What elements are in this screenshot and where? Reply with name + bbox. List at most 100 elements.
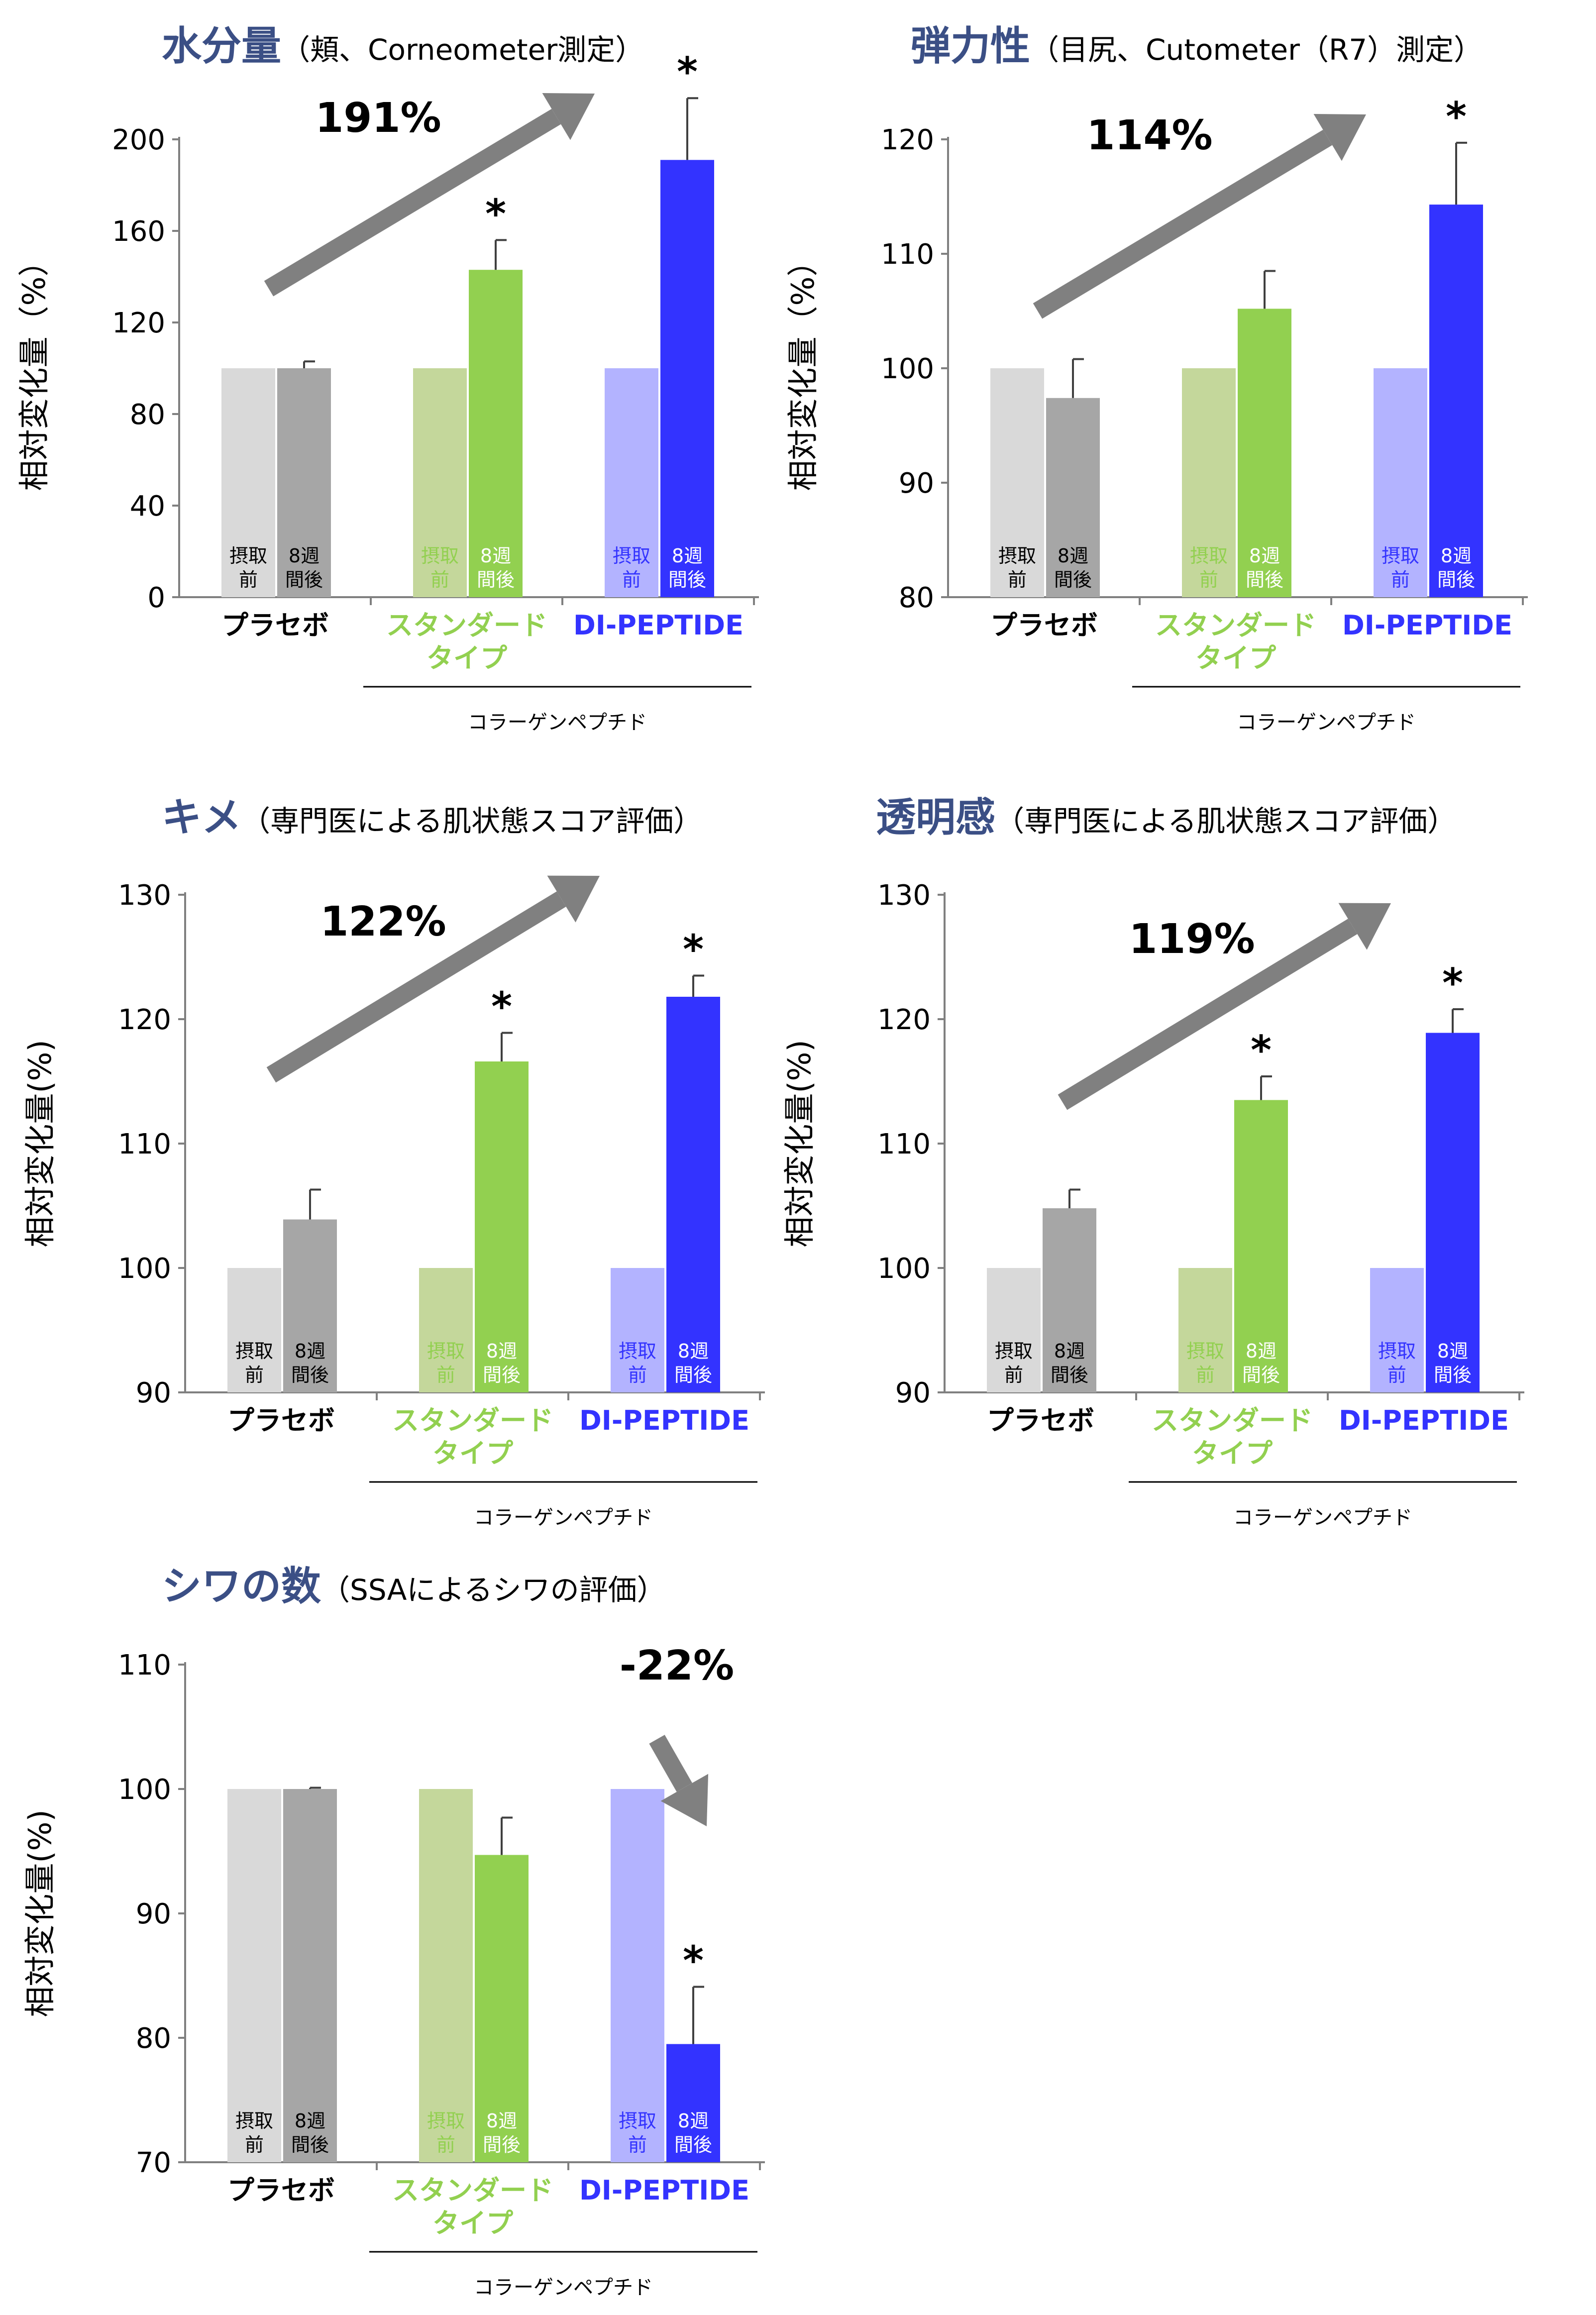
significance-mark: * — [683, 1938, 704, 1984]
trend-arrow-shaft — [649, 1735, 692, 1792]
chart-panel-5: シワの数（SSAによるシワの評価） 70 80 90 100 110 相対変化量(%) 摂取前… — [22, 1563, 765, 2299]
bar-label-before: 摂取前 — [1382, 545, 1419, 591]
x-category-label: DI-PEPTIDE — [1342, 610, 1512, 641]
trend-arrow-head — [1313, 114, 1366, 161]
group-footer-label: コラーゲンペプチド — [474, 1506, 653, 1529]
trend-arrow-head — [547, 875, 600, 923]
x-category-label: スタンダードタイプ — [386, 610, 547, 674]
chart-title-main: 透明感 — [876, 794, 995, 841]
y-tick-label: 100 — [118, 1253, 171, 1285]
bar-label-after: 8週間後 — [285, 545, 323, 591]
bar-label-after: 8週間後 — [1434, 1340, 1472, 1386]
y-tick-label: 110 — [881, 238, 934, 271]
y-tick-label: 90 — [899, 467, 934, 500]
group-footer-label: コラーゲンペプチド — [474, 2276, 653, 2299]
y-tick-label: 90 — [136, 1898, 171, 1930]
bar-label-before: 摂取前 — [619, 1340, 656, 1386]
change-annotation: 122% — [320, 898, 446, 946]
bar-after — [475, 1061, 529, 1392]
chart-panel-3: キメ（専門医による肌状態スコア評価） 90 100 110 120 130 相対変化量(%)… — [22, 794, 765, 1529]
bar-after — [666, 2044, 720, 2162]
x-category-label: プラセボ — [990, 610, 1098, 641]
bar-before — [227, 1268, 281, 1392]
y-tick-label: 90 — [136, 1377, 171, 1409]
y-tick-label: 110 — [118, 1649, 171, 1682]
group-footer-label: コラーゲンペプチド — [1237, 711, 1416, 734]
chart-title: 透明感（専門医による肌状態スコア評価） — [876, 794, 1456, 841]
bar-label-after: 8週間後 — [1437, 545, 1475, 591]
y-tick-label: 80 — [899, 582, 934, 614]
bar-label-before: 摂取前 — [1190, 545, 1228, 591]
bar-after — [1426, 1033, 1480, 1392]
bar-after — [283, 1789, 337, 2162]
chart-subtitle: （SSAによるシワの評価） — [321, 1573, 666, 1607]
chart-title-main: キメ — [162, 794, 241, 841]
group-footer-label: コラーゲンペプチド — [1233, 1506, 1412, 1529]
bar-before — [1374, 368, 1427, 597]
bar-label-after: 8週間後 — [291, 1340, 329, 1386]
x-category-label: DI-PEPTIDE — [1339, 1405, 1509, 1436]
change-annotation: -22% — [620, 1642, 734, 1689]
trend-arrow-head — [542, 93, 595, 140]
x-category-label: DI-PEPTIDE — [573, 610, 744, 641]
x-category-label: プラセボ — [227, 1405, 335, 1436]
chart-subtitle: （目尻、Cutometer（R7）測定） — [1030, 33, 1483, 67]
bar-label-before: 摂取前 — [1186, 1340, 1224, 1386]
bar-after — [475, 1855, 529, 2162]
chart-panel-1: 水分量（頬、Corneometer測定） 0 40 80 120 160 200 相対変化量（… — [16, 23, 759, 734]
bar-after — [469, 270, 523, 597]
y-tick-label: 0 — [147, 582, 165, 614]
bar-before — [227, 1789, 281, 2162]
bar-label-after: 8週間後 — [1054, 545, 1092, 591]
x-category-label: スタンダードタイプ — [392, 1405, 553, 1469]
chart-panel-2: 弾力性（目尻、Cutometer（R7）測定） 80 90 100 110 120 相対変化… — [785, 23, 1528, 734]
y-tick-label: 100 — [118, 1774, 171, 1806]
significance-mark: * — [491, 984, 512, 1030]
significance-mark: * — [683, 927, 704, 973]
bar-label-before: 摂取前 — [619, 2110, 656, 2156]
bar-label-after: 8週間後 — [674, 2110, 712, 2156]
bar-before — [611, 1268, 664, 1392]
significance-mark: * — [1446, 94, 1467, 140]
y-axis-label: 相対変化量(%) — [22, 1040, 58, 1247]
bar-label-after: 8週間後 — [1242, 1340, 1280, 1386]
bar-before — [419, 1789, 473, 2162]
x-category-label: スタンダードタイプ — [1152, 1405, 1313, 1469]
x-category-label: プラセボ — [987, 1405, 1094, 1436]
chart-title: キメ（専門医による肌状態スコア評価） — [162, 794, 702, 841]
bar-label-before: 摂取前 — [427, 2110, 465, 2156]
change-annotation: 119% — [1129, 916, 1255, 963]
trend-arrow-shaft — [1058, 919, 1358, 1110]
bar-label-before: 摂取前 — [421, 545, 459, 591]
bar-label-after: 8週間後 — [674, 1340, 712, 1386]
trend-arrow-head — [660, 1774, 709, 1826]
bar-before — [987, 1268, 1041, 1392]
chart-title-main: シワの数 — [162, 1563, 321, 1609]
bar-label-before: 摂取前 — [995, 1340, 1033, 1386]
bar-label-before: 摂取前 — [427, 1340, 465, 1386]
group-footer-label: コラーゲンペプチド — [468, 711, 647, 734]
significance-mark: * — [485, 191, 506, 237]
bar-after — [660, 160, 714, 597]
bar-before — [605, 368, 658, 597]
y-axis-label: 相対変化量（%） — [16, 246, 52, 491]
chart-title: シワの数（SSAによるシワの評価） — [162, 1563, 666, 1609]
chart-title-main: 弾力性 — [911, 23, 1030, 69]
bar-after — [1046, 398, 1100, 597]
trend-arrow-head — [1338, 903, 1391, 950]
change-annotation: 191% — [315, 95, 441, 142]
bar-after — [1043, 1208, 1096, 1392]
change-annotation: 114% — [1086, 112, 1212, 159]
chart-title: 弾力性（目尻、Cutometer（R7）測定） — [911, 23, 1483, 69]
significance-mark: * — [677, 49, 698, 95]
bar-before — [413, 368, 467, 597]
x-category-label: プラセボ — [227, 2175, 335, 2206]
y-tick-label: 120 — [881, 124, 934, 156]
bar-before — [1370, 1268, 1424, 1392]
y-tick-label: 130 — [118, 879, 171, 912]
y-tick-label: 40 — [130, 490, 165, 523]
x-category-label: スタンダードタイプ — [1155, 610, 1316, 674]
y-tick-label: 160 — [112, 215, 165, 248]
trend-arrow-shaft — [1033, 129, 1333, 319]
bar-label-before: 摂取前 — [998, 545, 1036, 591]
